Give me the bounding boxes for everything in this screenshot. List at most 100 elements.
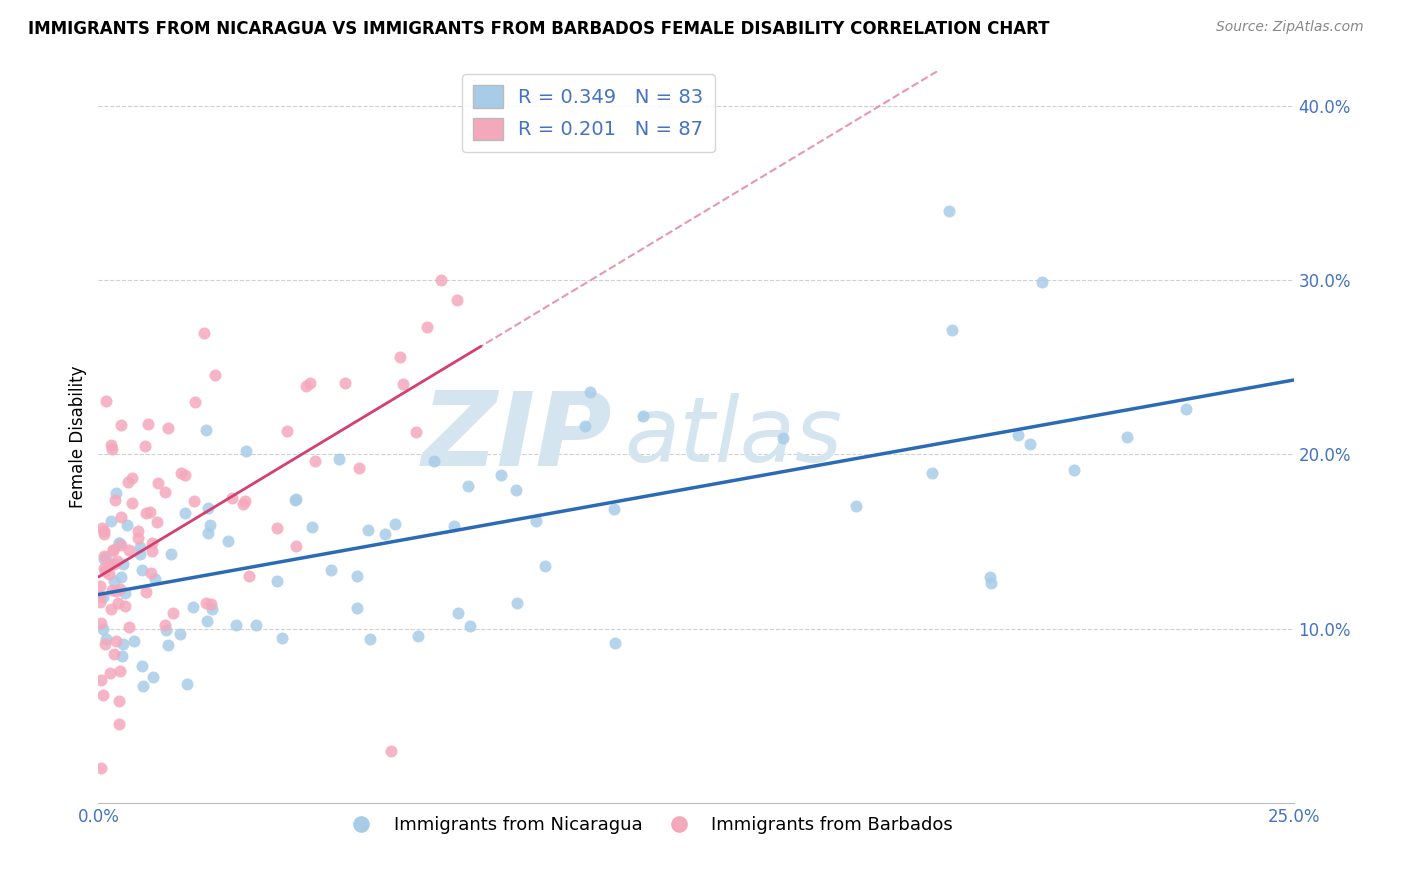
Point <box>457 479 479 493</box>
Point <box>380 743 402 757</box>
Point <box>232 497 254 511</box>
Point <box>979 570 1001 584</box>
Point <box>772 431 794 445</box>
Point <box>139 566 162 581</box>
Point <box>110 418 132 433</box>
Point <box>90 521 112 535</box>
Point <box>941 323 963 337</box>
Point <box>173 506 195 520</box>
Point <box>121 470 143 484</box>
Point <box>94 632 117 647</box>
Point <box>162 607 184 621</box>
Point <box>107 596 129 610</box>
Point <box>359 632 381 646</box>
Point <box>328 452 350 467</box>
Point <box>90 673 112 688</box>
Point <box>221 491 243 505</box>
Point <box>271 632 294 646</box>
Text: atlas: atlas <box>624 393 842 481</box>
Point <box>346 600 368 615</box>
Point <box>194 596 217 610</box>
Point <box>131 659 153 673</box>
Point <box>103 558 125 572</box>
Point <box>506 596 529 610</box>
Point <box>938 203 960 218</box>
Point <box>91 622 114 636</box>
Point <box>298 376 321 391</box>
Point <box>93 552 115 566</box>
Point <box>104 583 127 598</box>
Point <box>374 527 396 541</box>
Point <box>574 419 596 434</box>
Point <box>146 515 169 529</box>
Point <box>153 485 176 500</box>
Point <box>295 379 318 393</box>
Point <box>447 607 470 621</box>
Point <box>443 519 465 533</box>
Point <box>90 615 112 630</box>
Point <box>845 499 868 513</box>
Point <box>122 634 145 648</box>
Point <box>117 542 139 557</box>
Point <box>347 461 370 475</box>
Point <box>103 647 125 661</box>
Point <box>284 539 307 553</box>
Point <box>1063 463 1085 477</box>
Y-axis label: Female Disability: Female Disability <box>69 366 87 508</box>
Point <box>579 384 602 399</box>
Point <box>235 444 257 458</box>
Point <box>101 542 124 557</box>
Point <box>605 636 627 650</box>
Point <box>356 523 378 537</box>
Point <box>134 439 156 453</box>
Point <box>921 467 943 481</box>
Point <box>91 688 114 702</box>
Point <box>105 486 128 500</box>
Point <box>301 520 323 534</box>
Point <box>128 547 150 561</box>
Point <box>96 550 118 565</box>
Point <box>111 557 134 571</box>
Point <box>245 618 267 632</box>
Point <box>93 565 115 579</box>
Point <box>193 326 215 340</box>
Point <box>104 493 127 508</box>
Point <box>491 467 513 482</box>
Point <box>135 585 157 599</box>
Point <box>114 599 136 613</box>
Point <box>107 536 129 550</box>
Point <box>89 589 111 603</box>
Point <box>115 517 138 532</box>
Point <box>1019 437 1042 451</box>
Point <box>197 500 219 515</box>
Point <box>89 579 111 593</box>
Point <box>100 438 122 452</box>
Point <box>110 582 132 597</box>
Point <box>183 494 205 508</box>
Point <box>446 293 468 308</box>
Point <box>91 591 114 605</box>
Point <box>142 670 165 684</box>
Point <box>143 572 166 586</box>
Point <box>117 475 139 490</box>
Point <box>100 514 122 528</box>
Point <box>284 491 307 506</box>
Point <box>131 563 153 577</box>
Point <box>108 694 131 708</box>
Point <box>200 518 222 533</box>
Point <box>422 454 444 468</box>
Point <box>139 505 162 519</box>
Point <box>89 595 111 609</box>
Point <box>602 501 624 516</box>
Point <box>238 569 260 583</box>
Point <box>127 524 149 539</box>
Point <box>391 377 413 392</box>
Point <box>100 602 122 616</box>
Point <box>93 561 115 575</box>
Text: IMMIGRANTS FROM NICARAGUA VS IMMIGRANTS FROM BARBADOS FEMALE DISABILITY CORRELAT: IMMIGRANTS FROM NICARAGUA VS IMMIGRANTS … <box>28 20 1050 37</box>
Point <box>98 666 121 681</box>
Point <box>195 614 218 628</box>
Point <box>319 563 342 577</box>
Point <box>93 524 115 538</box>
Point <box>225 618 247 632</box>
